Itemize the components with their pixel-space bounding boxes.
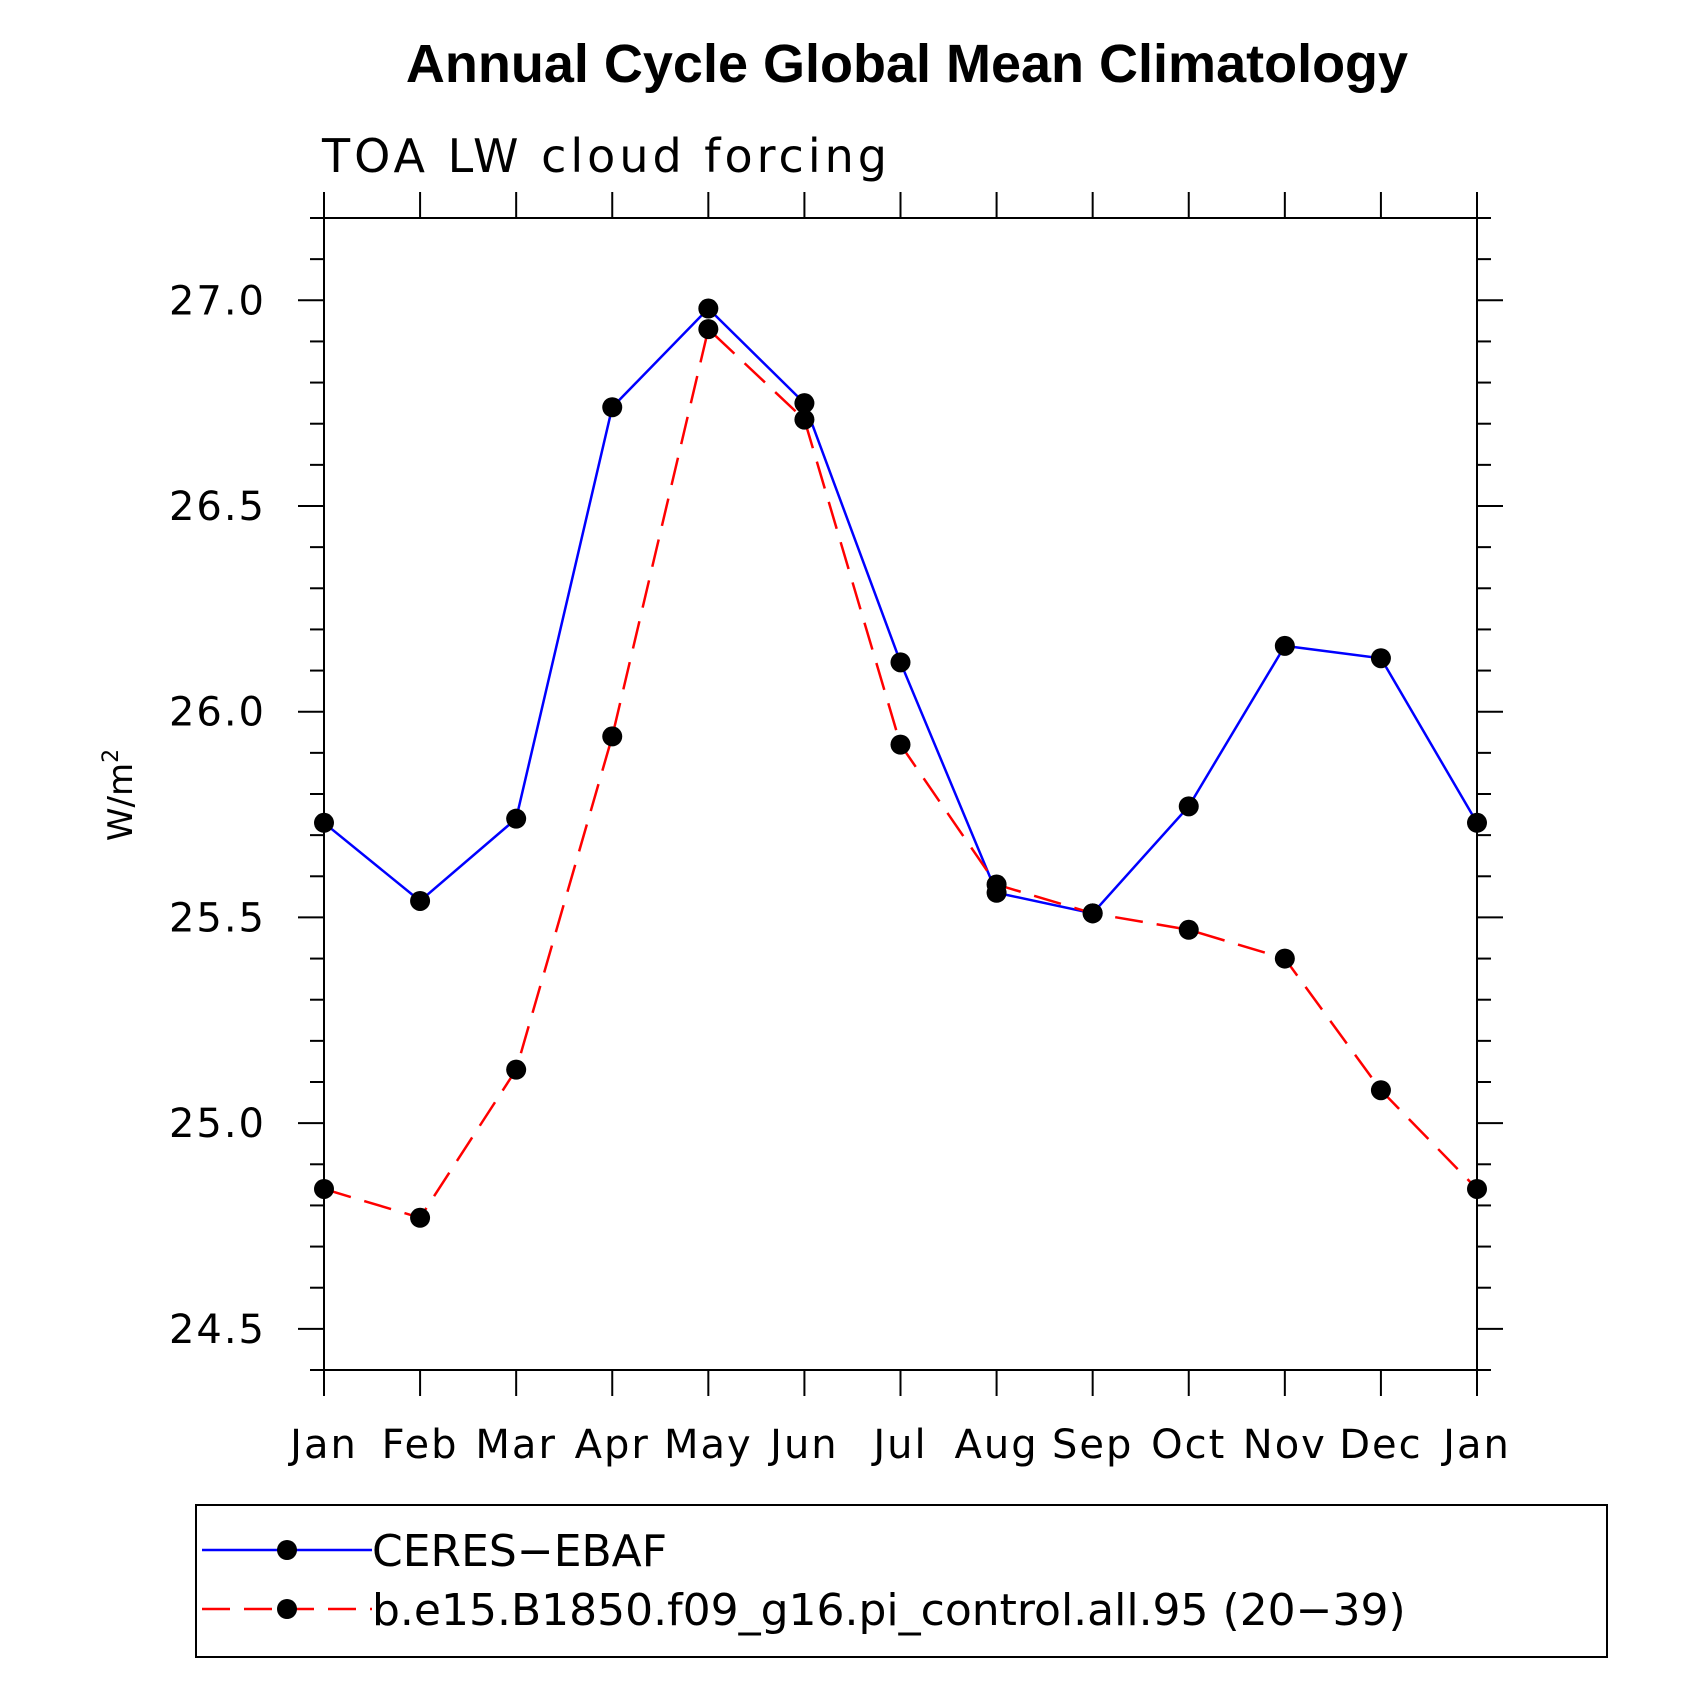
data-point-series-0 [698,298,719,319]
series [314,298,1487,1228]
data-point-series-0 [314,812,334,833]
data-point-series-0 [506,808,527,829]
data-point-series-0 [1467,812,1487,833]
data-point-series-0 [1178,796,1199,817]
x-tick-label: May [664,1422,753,1468]
data-point-series-1 [1370,1080,1391,1101]
data-point-series-0 [794,393,815,414]
legend-box [195,1504,1608,1658]
data-point-series-1 [1178,919,1199,940]
x-tick-label: Jan [1440,1422,1511,1468]
data-point-series-1 [602,726,623,747]
data-point-series-1 [986,874,1007,895]
data-point-series-1 [794,409,815,430]
legend: CERES−EBAF b.e15.B1850.f09_g16.pi_contro… [195,1504,1608,1658]
x-tick-label: Apr [575,1422,650,1468]
chart-subtitle: TOA LW cloud forcing [321,129,891,183]
y-tick-label: 27.0 [169,278,266,324]
data-point-series-0 [602,397,623,418]
data-point-series-1 [314,1178,334,1199]
x-tick-label: Jun [767,1422,839,1468]
data-point-series-1 [506,1059,527,1080]
series-line-1 [323,326,1478,1220]
x-tick-label: Nov [1243,1422,1327,1468]
data-point-series-1 [1082,903,1103,924]
data-point-series-0 [1274,635,1295,656]
data-point-series-1 [410,1207,431,1228]
data-point-series-1 [890,734,911,755]
x-tick-label: Sep [1052,1422,1133,1468]
chart-title: Annual Cycle Global Mean Climatology [406,34,1408,94]
y-axis-title: W/m2 [99,749,141,841]
x-tick-label: Jul [870,1422,927,1468]
data-point-series-0 [410,890,431,911]
x-tick-label: Aug [955,1422,1039,1468]
data-point-series-0 [1370,648,1391,669]
legend-label-ceres-ebaf: CERES−EBAF [372,1526,667,1577]
x-tick-label: Jan [287,1422,358,1468]
y-axis-label-superscript: 2 [99,749,124,763]
data-point-series-1 [1467,1178,1487,1199]
x-tick-label: Dec [1339,1422,1422,1468]
x-tick-label: Mar [475,1422,556,1468]
y-tick-label: 26.0 [169,690,266,736]
y-tick-label: 26.5 [169,484,266,530]
axes: Jan Feb Mar Apr May Jun Jul Aug Sep Oct Nov Dec Jan 2… [169,192,1511,1468]
data-point-series-1 [1274,948,1295,969]
legend-label-model: b.e15.B1850.f09_g16.pi_control.all.95 (2… [372,1585,1406,1636]
y-tick-label: 24.5 [169,1307,266,1353]
y-tick-label: 25.0 [169,1101,266,1147]
plot-frame [323,217,1478,1371]
legend-marker-model [277,1599,297,1619]
svg-text:W/m2: W/m2 [99,749,141,841]
x-tick-label: Feb [382,1422,459,1468]
data-point-series-1 [698,319,719,340]
x-tick-label: Oct [1151,1422,1226,1468]
y-axis-label: W/m [101,763,141,841]
y-tick-label: 25.5 [169,895,266,941]
legend-marker-ceres-ebaf [277,1540,297,1560]
data-point-series-0 [890,652,911,673]
series-line-0 [323,306,1479,915]
